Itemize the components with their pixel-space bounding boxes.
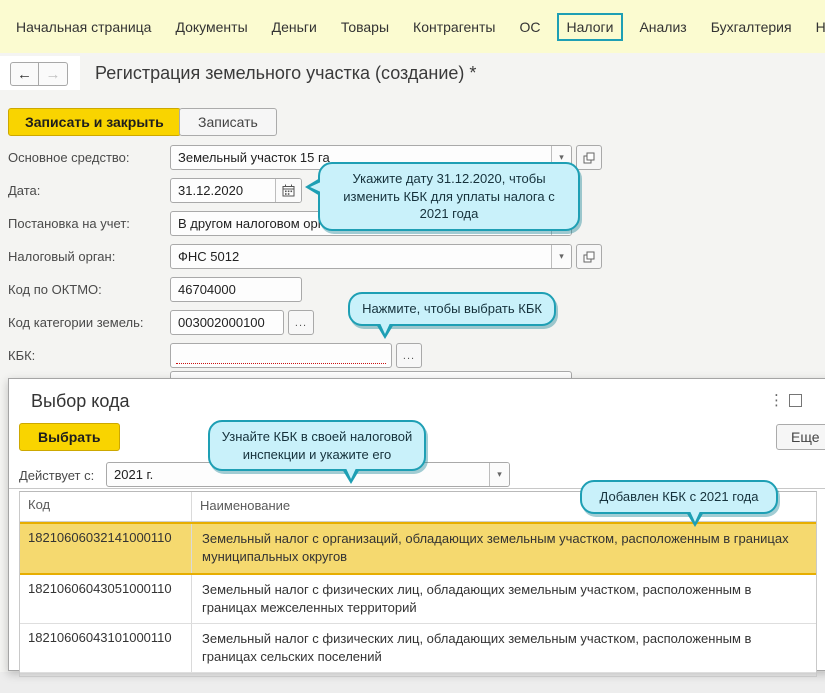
menu-item-os[interactable]: ОС: [519, 18, 541, 35]
kbk-table: Код Наименование 18210606032141000110 Зе…: [19, 491, 817, 678]
callout-tail: [689, 508, 701, 522]
save-and-close-button[interactable]: Записать и закрыть: [8, 108, 181, 136]
field-row-tax-authority: Налоговый орган: ФНС 5012 ▾: [8, 244, 602, 269]
main-asset-label: Основное средство:: [8, 150, 130, 165]
table-header-row: Код Наименование: [20, 492, 816, 523]
open-link-button[interactable]: [576, 145, 602, 170]
tax-authority-label: Налоговый орган:: [8, 249, 116, 264]
callout-inspection-text: Узнайте КБК в своей налоговой инспекции …: [221, 429, 413, 462]
callout-added-text: Добавлен КБК с 2021 года: [599, 489, 759, 504]
land-category-label: Код категории земель:: [8, 315, 144, 330]
oktmo-field[interactable]: 46704000: [170, 277, 302, 302]
valid-from-label: Действует с:: [19, 468, 95, 483]
callout-date-text: Укажите дату 31.12.2020, чтобы изменить …: [343, 171, 555, 222]
kbk-field[interactable]: [170, 343, 392, 368]
kbk-code: 18210606043101000110: [20, 623, 192, 673]
menu-item-settings[interactable]: Настройки: [815, 18, 825, 35]
menu-item-home[interactable]: Начальная страница: [16, 18, 152, 35]
menu-item-documents[interactable]: Документы: [175, 18, 248, 35]
table-row[interactable]: 18210606043051000110 Земельный налог с ф…: [20, 574, 816, 624]
calendar-icon: [282, 184, 295, 197]
open-in-new-icon: [583, 152, 595, 163]
tax-authority-field[interactable]: ФНС 5012 ▾: [170, 244, 572, 269]
open-in-new-icon: [583, 251, 595, 262]
kbk-code: 18210606043051000110: [20, 574, 192, 623]
field-row-date: Дата: 31.12.2020: [8, 178, 602, 203]
registration-type-label: Постановка на учет:: [8, 216, 130, 231]
callout-tail: [310, 181, 323, 193]
field-row-kbk: КБК: ...: [8, 343, 602, 368]
tax-authority-value: ФНС 5012: [178, 249, 240, 264]
kbk-required-underline: [171, 344, 391, 367]
callout-kbk-hint: Нажмите, чтобы выбрать КБК: [348, 292, 556, 339]
kbk-name: Земельный налог с организаций, обладающи…: [202, 531, 789, 565]
callout-added-hint: Добавлен КБК с 2021 года: [580, 480, 778, 527]
date-label: Дата:: [8, 183, 41, 198]
menu-item-analysis[interactable]: Анализ: [639, 18, 687, 35]
table-row[interactable]: 18210606043101000110 Земельный налог с ф…: [20, 623, 816, 674]
kbk-name: Земельный налог с физических лиц, облада…: [202, 630, 752, 665]
oktmo-label: Код по ОКТМО:: [8, 282, 102, 297]
menu-item-accounting[interactable]: Бухгалтерия: [710, 18, 792, 35]
table-footer-space: [20, 673, 816, 676]
callout-kbk-text: Нажмите, чтобы выбрать КБК: [362, 301, 542, 316]
more-button[interactable]: Еще: [776, 424, 825, 450]
menu-item-taxes-active[interactable]: Налоги: [556, 12, 624, 41]
field-row-land-category: Код категории земель: 003002000100 ...: [8, 310, 602, 335]
back-button[interactable]: ←: [10, 62, 39, 86]
page-title: Регистрация земельного участка (создание…: [95, 63, 477, 83]
land-category-field[interactable]: 003002000100: [170, 310, 284, 335]
calendar-button[interactable]: [275, 179, 301, 202]
table-row-highlighted[interactable]: 18210606032141000110 Земельный налог с о…: [20, 522, 816, 575]
dialog-title: Выбор кода: [31, 391, 130, 411]
column-header-name[interactable]: Наименование: [200, 498, 291, 513]
save-button[interactable]: Записать: [179, 108, 277, 136]
menu-item-money[interactable]: Деньги: [271, 18, 317, 35]
registration-type-value: В другом налоговом органе: [178, 216, 344, 231]
callout-inspection-hint: Узнайте КБК в своей налоговой инспекции …: [208, 420, 426, 485]
separator: [9, 488, 825, 489]
valid-from-value: 2021 г.: [114, 467, 154, 482]
oktmo-value: 46704000: [178, 282, 236, 297]
chevron-down-icon[interactable]: ▾: [551, 245, 571, 268]
date-value: 31.12.2020: [178, 183, 244, 198]
main-asset-value: Земельный участок 15 га: [178, 150, 330, 165]
callout-tail: [345, 466, 357, 480]
kbk-code: 18210606032141000110: [20, 524, 192, 573]
callout-date-hint: Укажите дату 31.12.2020, чтобы изменить …: [305, 162, 580, 231]
forward-button[interactable]: →: [39, 62, 68, 86]
menu-item-goods[interactable]: Товары: [340, 18, 390, 35]
date-field[interactable]: 31.12.2020: [170, 178, 302, 203]
kbk-name: Земельный налог с физических лиц, облада…: [202, 581, 752, 615]
select-button[interactable]: Выбрать: [19, 423, 120, 451]
maximize-icon[interactable]: [789, 394, 802, 407]
chevron-down-icon[interactable]: ▾: [489, 463, 509, 486]
menu-item-counterparties[interactable]: Контрагенты: [413, 18, 496, 35]
kbk-label: КБК:: [8, 348, 36, 363]
main-menu: Начальная страница Документы Деньги Това…: [0, 0, 825, 53]
history-nav: ← →: [10, 62, 68, 86]
open-link-button[interactable]: [576, 244, 602, 269]
land-category-picker-button[interactable]: ...: [288, 310, 314, 335]
column-header-code[interactable]: Код: [20, 492, 192, 522]
callout-tail: [379, 320, 391, 334]
field-row-oktmo: Код по ОКТМО: 46704000: [8, 277, 602, 302]
kbk-picker-button[interactable]: ...: [396, 343, 422, 368]
more-menu-icon[interactable]: ⋮: [769, 392, 784, 409]
land-category-value: 003002000100: [178, 315, 265, 330]
